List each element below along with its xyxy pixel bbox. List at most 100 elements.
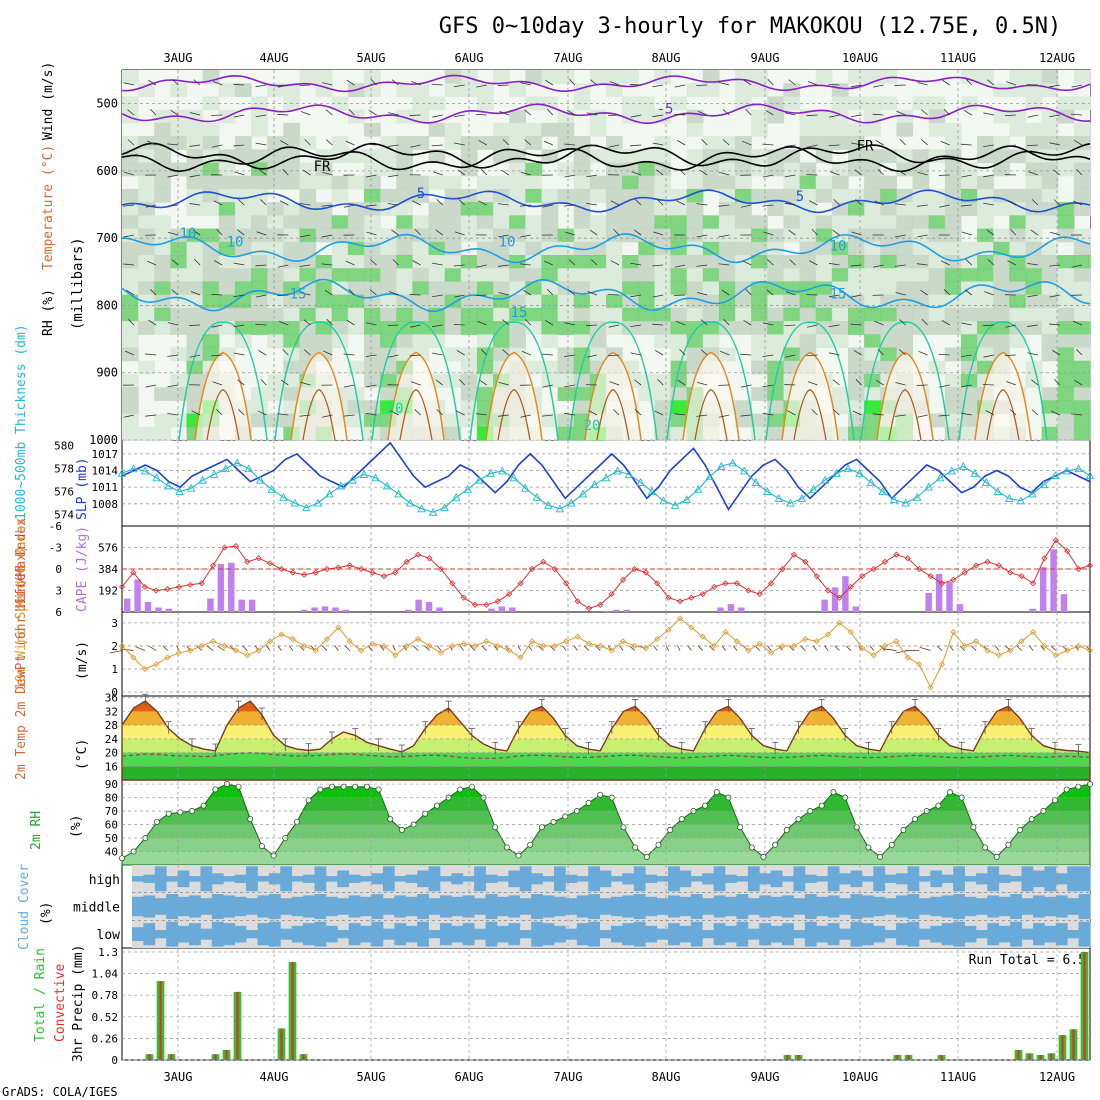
rh-cell [960,413,978,428]
upper-wind-barb [189,203,201,206]
rh-cell [202,122,220,137]
wind10-barb [162,645,168,651]
rh-cell [735,228,752,243]
rh2m-marker [900,826,907,833]
rh-cell [573,268,591,283]
rh-cell [638,241,655,256]
rh-cell [154,215,171,230]
cloud-cell-high [713,866,726,892]
pressure-tick-label: 500 [96,97,118,111]
upper-wind-barb [722,109,730,116]
rh2m-marker [1017,826,1024,833]
thickness-marker [924,482,933,491]
rh-cell [1073,321,1091,335]
rh-cell [154,122,171,137]
upper-wind-barb [765,109,774,116]
upper-wind-barb [895,382,906,386]
cloud-cell-middle [200,898,213,915]
date-label-top: 8AUG [652,51,681,65]
cloud-cell-middle [211,894,224,919]
lifted-marker [631,565,638,573]
rh-cell [751,307,768,322]
cloud-cell-middle [576,895,589,918]
upper-wind-barb [524,109,532,116]
rh-cell [509,281,526,296]
rh-cell [412,109,430,124]
cloud-cell-middle [1067,898,1079,915]
upper-wind-barb [851,142,862,146]
cloud-cell-middle [702,898,715,915]
rh-cell [509,122,526,137]
upper-wind-barb [941,320,950,326]
cloud-cell-middle [804,894,817,919]
upper-wind-barb [676,200,686,206]
upper-wind-barb [631,171,642,176]
upper-wind-barb [873,264,884,268]
cloud-cell-middle [873,896,886,917]
pressure-axis-label: (millibars) [70,237,86,330]
rh-cell [573,400,591,415]
rh-cell [654,334,672,349]
rh-cell [525,162,543,177]
rh-cell [154,255,171,269]
upper-wind-barb [259,169,267,176]
thickness-marker [405,498,415,507]
wind10-barb [254,645,259,651]
slp-axis-label: SLP (mb) [75,457,90,520]
upper-wind-barb [1049,84,1061,88]
date-label-bottom: 12AUG [1039,1070,1075,1084]
rh-cell [476,347,494,362]
rh-cell [444,281,462,296]
rh-cell [783,175,801,190]
rh-cell [251,188,268,203]
wind10-marker [380,642,387,650]
upper-wind-barb [432,171,443,176]
upper-wind-barb [609,381,620,386]
rh-cell [1057,387,1075,401]
lifted-marker [597,601,604,608]
thickness-marker [763,487,772,496]
rh-cell [202,162,220,177]
rh-cell [138,188,155,203]
upper-wind-barb [675,320,686,326]
rh-cell [751,334,768,349]
upper-wind-barb [436,409,443,416]
rh-cell [1041,400,1059,415]
rh-cell [122,347,139,362]
rh-cell [541,268,559,283]
rh-cell [638,162,655,177]
precip-tick-label: 1.3 [98,946,118,959]
wind10-marker [665,626,672,633]
contour-20-arch [469,321,559,441]
cloud-cell-middle [428,898,441,915]
lifted-marker [938,580,946,587]
upper-wind-barb [365,204,377,207]
upper-wind-barb [569,79,576,86]
rh-cell [960,426,978,441]
cloud-cell-low [759,923,772,946]
cloud-cell-low [599,930,612,939]
cloud-cell-high [348,874,361,883]
panel-frame-slp [121,439,1091,527]
rh-cell [460,321,478,335]
rh-cell [848,400,865,415]
lifted-marker [756,591,763,598]
rh-cell [218,294,236,309]
rh-cell [735,307,752,322]
cloud-cell-high [998,874,1011,883]
upper-wind-barb [762,322,774,326]
upper-wind-barb [123,171,135,176]
lifted-marker [733,580,741,587]
wind10-barb [573,645,578,651]
lifted-marker [278,565,285,573]
rh-cell [848,387,865,401]
contour-25-arch [290,351,348,441]
rh-cell [670,96,688,111]
cape-bar [956,604,964,612]
rh-cell [622,202,639,216]
thickness-marker [152,473,161,482]
rh-cell [299,162,317,177]
rh-cell [622,255,639,269]
cape-bar [852,606,860,612]
rh-cell [767,255,785,269]
